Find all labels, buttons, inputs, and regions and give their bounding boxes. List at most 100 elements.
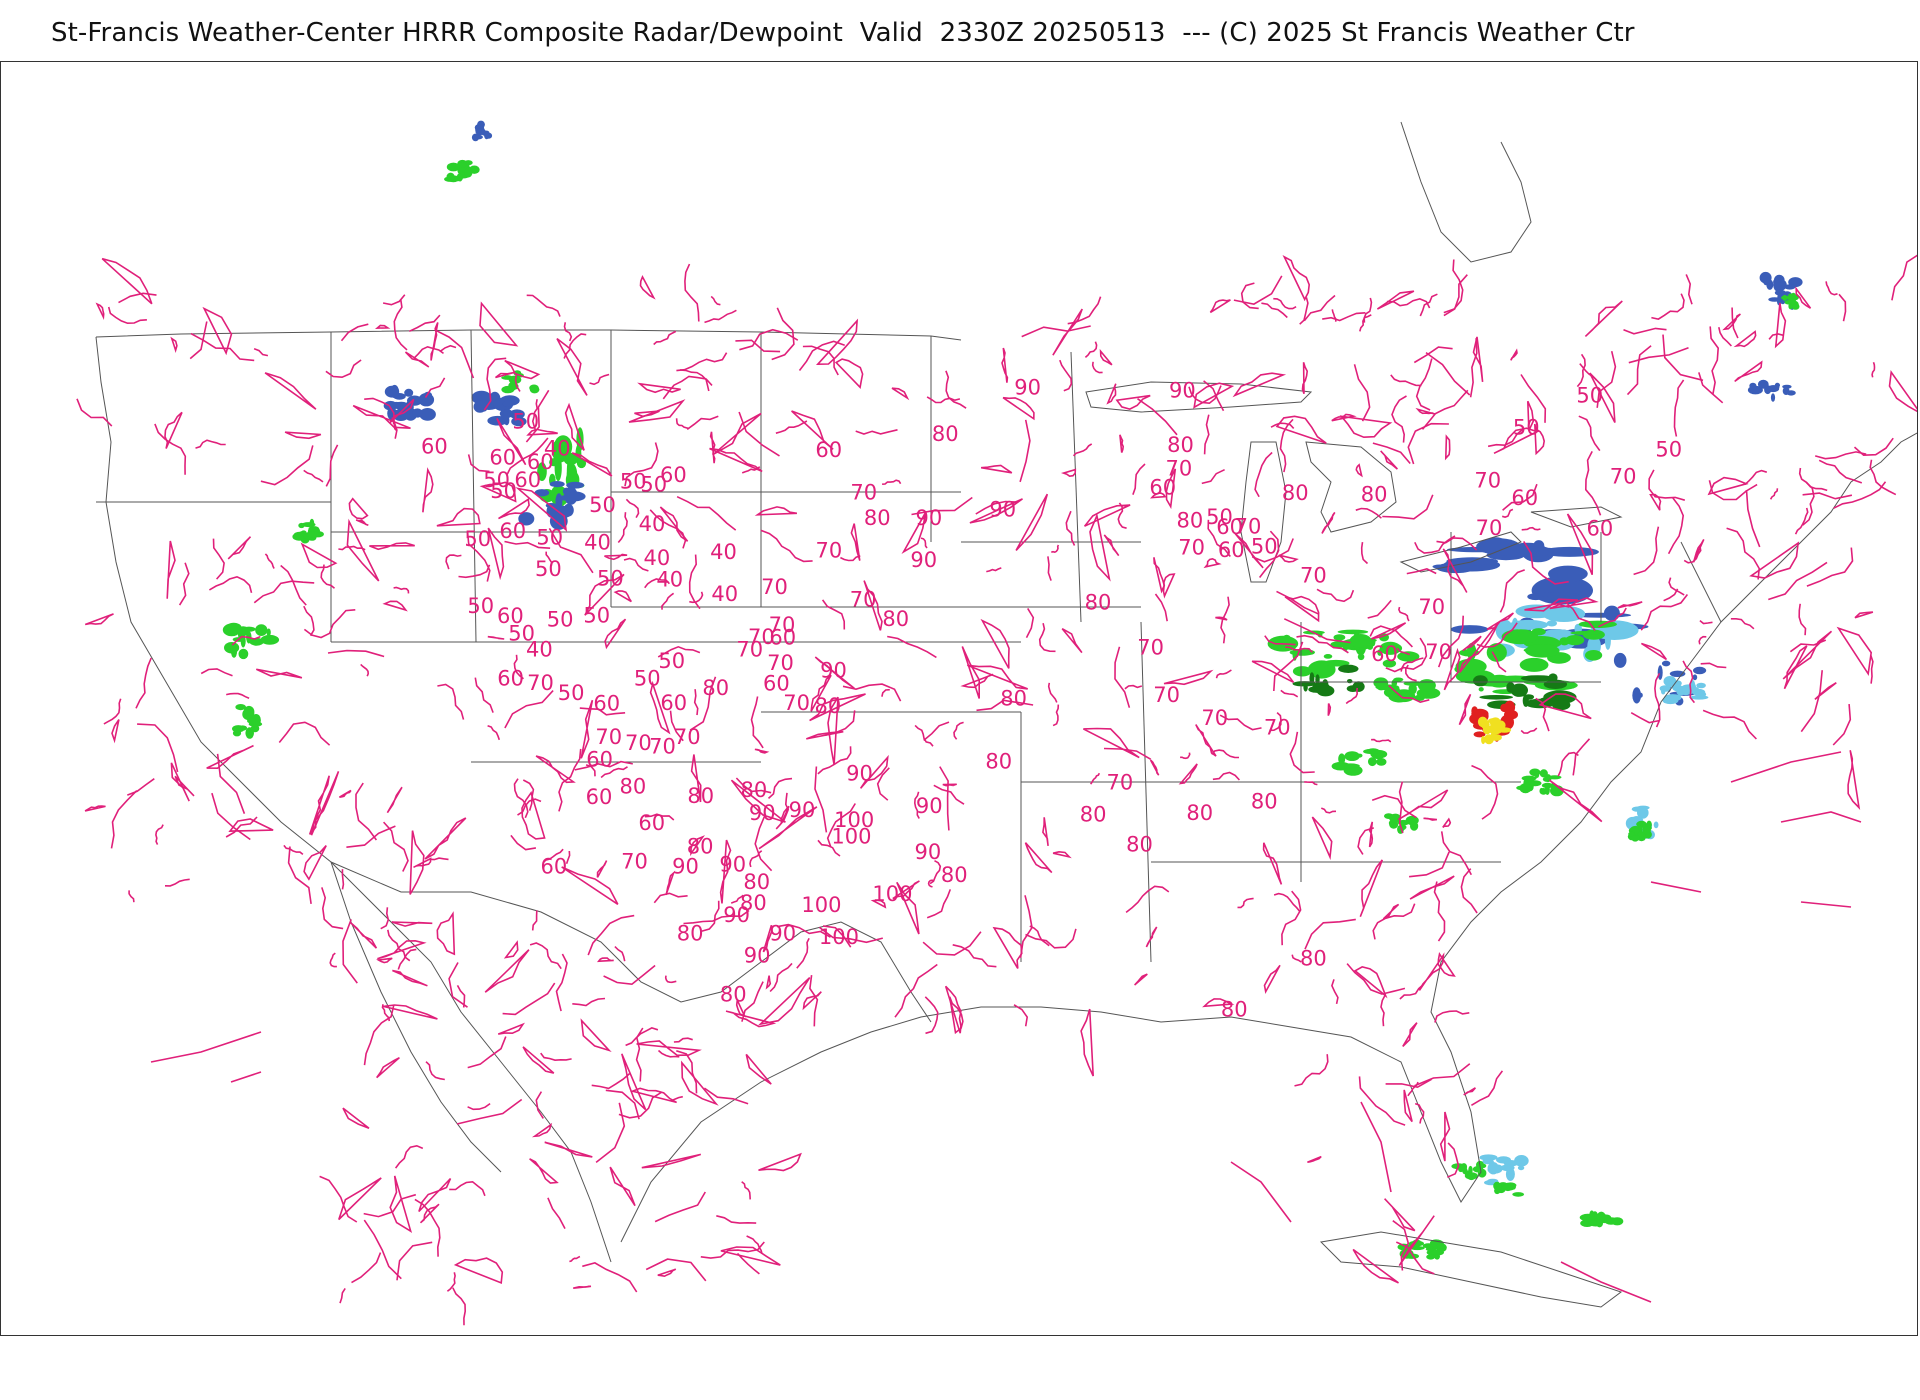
dewpoint-contour [1264, 635, 1296, 646]
dewpoint-contour [673, 1037, 693, 1043]
radar-echo [1379, 641, 1402, 655]
dewpoint-contour [422, 467, 434, 513]
dewpoint-contour [1692, 539, 1705, 563]
dewpoint-contour [1002, 396, 1035, 421]
dewpoint-label: 40 [644, 546, 671, 570]
dewpoint-contour [342, 1107, 370, 1129]
dewpoint-contour [467, 1036, 507, 1069]
radar-echo [1628, 831, 1635, 837]
radar-echo [1388, 690, 1411, 703]
dewpoint-contour [730, 894, 744, 904]
dewpoint-contour [346, 518, 380, 582]
dewpoint-contour [1403, 1089, 1413, 1123]
dewpoint-contour [467, 454, 490, 473]
dewpoint-label: 60 [497, 667, 524, 691]
dewpoint-label: 40 [526, 637, 553, 661]
dewpoint-contour [826, 803, 856, 848]
dewpoint-contour [483, 357, 507, 411]
dewpoint-contour [623, 557, 649, 572]
dewpoint-contour [709, 431, 716, 464]
dewpoint-contour [425, 1061, 445, 1081]
dewpoint-label: 60 [815, 438, 842, 462]
dewpoint-contour [589, 373, 610, 386]
dewpoint-contour [629, 1087, 677, 1104]
dewpoint-contour [754, 748, 770, 754]
dewpoint-contour [654, 1191, 706, 1223]
dewpoint-contour [342, 919, 358, 984]
dewpoint-contour [596, 860, 608, 878]
dewpoint-label: 80 [1177, 508, 1204, 532]
dewpoint-contour [1015, 493, 1049, 551]
dewpoint-contour [1527, 400, 1535, 431]
dewpoint-contour [572, 997, 606, 1007]
radar-echo [503, 409, 508, 423]
dewpoint-contour [675, 418, 690, 430]
dewpoint-contour [1331, 309, 1337, 322]
dewpoint-contour [1396, 647, 1410, 656]
dewpoint-contour [283, 844, 304, 856]
dewpoint-label: 40 [639, 512, 666, 536]
dewpoint-contour [1042, 817, 1049, 847]
dewpoint-contour [735, 997, 747, 1018]
radar-echo [1473, 675, 1488, 687]
dewpoint-contour [1125, 885, 1170, 914]
dewpoint-contour [208, 575, 253, 593]
dewpoint-contour [474, 677, 494, 713]
dewpoint-contour [1640, 594, 1689, 631]
dewpoint-contour [303, 609, 356, 639]
dewpoint-contour [84, 613, 114, 626]
dewpoint-contour [1415, 407, 1436, 415]
dewpoint-contour [338, 1177, 382, 1221]
dewpoint-contour [1380, 450, 1398, 470]
dewpoint-contour [212, 538, 225, 580]
dewpoint-contour [901, 511, 927, 554]
radar-echo [1450, 625, 1489, 634]
dewpoint-label: 40 [544, 436, 571, 460]
radar-echo [235, 704, 246, 711]
dewpoint-label: 100 [801, 893, 841, 917]
dewpoint-contour [1472, 336, 1484, 382]
dewpoint-contour [850, 523, 861, 561]
dewpoint-contour [1487, 428, 1524, 448]
boundary-line [330, 861, 502, 1173]
dewpoint-label: 50 [634, 667, 661, 691]
dewpoint-label: 80 [815, 694, 842, 718]
radar-echo [512, 419, 526, 424]
dewpoint-contour [308, 775, 330, 835]
dewpoint-label: 60 [763, 672, 790, 696]
dewpoint-contour [1320, 807, 1337, 814]
dewpoint-contour [1299, 297, 1309, 325]
radar-echo [1309, 672, 1315, 685]
dewpoint-contour [84, 805, 106, 812]
dewpoint-contour [1137, 398, 1178, 436]
radar-echo [1426, 1254, 1436, 1260]
dewpoint-contour [497, 1022, 526, 1035]
dewpoint-contour [1407, 1081, 1419, 1097]
dewpoint-contour [1501, 508, 1514, 518]
dewpoint-contour [1402, 1022, 1418, 1047]
dewpoint-label: 80 [1221, 998, 1248, 1022]
dewpoint-contour [338, 545, 366, 551]
boundary-line [1810, 432, 1917, 533]
dewpoint-contour [1149, 759, 1160, 776]
dewpoint-contour [170, 762, 190, 802]
radar-echo [566, 481, 585, 489]
dewpoint-contour [653, 330, 677, 346]
dewpoint-contour [911, 496, 973, 516]
dewpoint-contour [383, 1004, 438, 1020]
dewpoint-contour [926, 396, 961, 404]
dewpoint-contour [300, 542, 338, 569]
dewpoint-contour [767, 777, 793, 799]
dewpoint-contour [634, 410, 660, 418]
dewpoint-label: 40 [711, 582, 738, 606]
dewpoint-contour [437, 683, 465, 720]
dewpoint-contour [1557, 751, 1579, 777]
dewpoint-contour [1240, 282, 1259, 310]
dewpoint-contour [725, 1010, 777, 1028]
dewpoint-contour [446, 1272, 456, 1292]
dewpoint-contour [1640, 642, 1668, 661]
dewpoint-contour [1521, 526, 1541, 531]
dewpoint-contour [230, 1071, 262, 1083]
dewpoint-label: 60 [660, 691, 687, 715]
